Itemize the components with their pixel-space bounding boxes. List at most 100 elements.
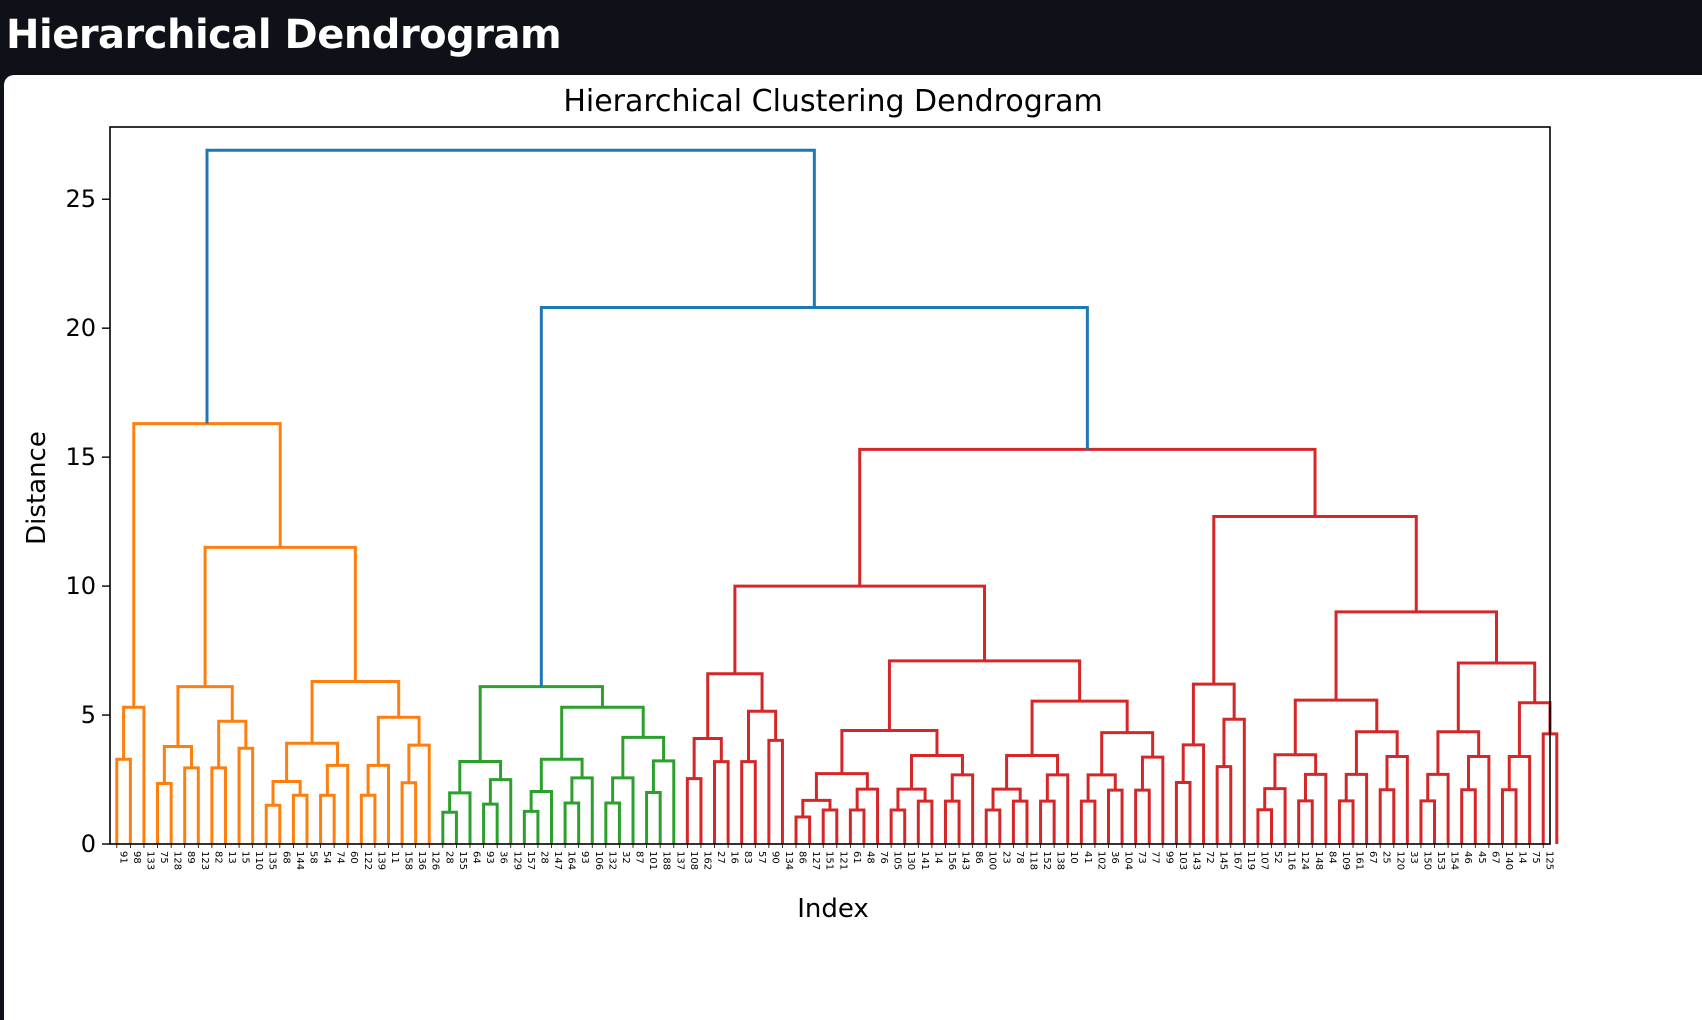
leaf-label: 10 bbox=[1068, 851, 1079, 864]
dendrogram-link bbox=[441, 810, 458, 844]
dendrogram-link bbox=[205, 148, 816, 424]
leaf-label: 132 bbox=[606, 851, 617, 870]
leaf-label: 67 bbox=[1367, 851, 1378, 864]
dendrogram-link bbox=[1215, 765, 1233, 844]
leaf-label: 84 bbox=[1326, 851, 1337, 864]
dendrogram-link bbox=[359, 793, 377, 844]
leaf-label: 110 bbox=[253, 851, 264, 870]
leaf-label: 129 bbox=[511, 851, 522, 870]
dendrogram-link bbox=[291, 793, 309, 844]
leaf-label: 106 bbox=[593, 851, 604, 870]
dendrogram-link bbox=[651, 759, 676, 844]
leaf-label: 86 bbox=[797, 851, 808, 864]
figure-card: Hierarchical Clustering Dendrogram Index… bbox=[4, 75, 1702, 1020]
dendrogram-link bbox=[162, 744, 194, 784]
dendrogram-link bbox=[1079, 799, 1097, 844]
dendrogram-link bbox=[488, 778, 513, 844]
dendrogram-link bbox=[1191, 682, 1236, 745]
dendrogram-link bbox=[539, 757, 584, 792]
dendrogram-link bbox=[814, 772, 869, 801]
dendrogram-link bbox=[482, 802, 499, 844]
leaf-label: 139 bbox=[375, 851, 386, 870]
leaf-label: 152 bbox=[1041, 851, 1052, 870]
leaf-label: 52 bbox=[1272, 851, 1283, 864]
leaf-label: 167 bbox=[1231, 851, 1242, 870]
dendrogram-link bbox=[1419, 799, 1437, 844]
leaf-label: 14 bbox=[1517, 851, 1528, 864]
leaf-label: 109 bbox=[1340, 851, 1351, 870]
dendrogram-link bbox=[366, 763, 390, 844]
dendrogram-link bbox=[1466, 754, 1491, 844]
leaf-label: 23 bbox=[1000, 851, 1011, 864]
leaf-label: 48 bbox=[864, 851, 875, 864]
leaf-label: 154 bbox=[1449, 851, 1460, 870]
dendrogram-link bbox=[910, 753, 964, 790]
dendrogram-link bbox=[115, 757, 132, 844]
dendrogram-link bbox=[376, 715, 421, 766]
leaf-label: 125 bbox=[1544, 851, 1555, 870]
dendrogram-link bbox=[237, 746, 255, 844]
dendrogram-link bbox=[1517, 701, 1552, 757]
dendrogram-link bbox=[285, 741, 340, 782]
leaf-label: 128 bbox=[172, 851, 183, 870]
leaf-label: 93 bbox=[484, 851, 495, 864]
leaf-label: 143 bbox=[960, 851, 971, 870]
dendrogram-link bbox=[1293, 698, 1379, 755]
dendrogram-link bbox=[176, 685, 234, 747]
leaf-label: 93 bbox=[579, 851, 590, 864]
leaf-label: 16 bbox=[729, 851, 740, 864]
leaf-label: 119 bbox=[1245, 851, 1256, 870]
leaf-label: 133 bbox=[144, 851, 155, 870]
leaf-label: 105 bbox=[892, 851, 903, 870]
leaf-label: 82 bbox=[212, 851, 223, 864]
dendrogram-link bbox=[407, 743, 431, 844]
leaf-label: 76 bbox=[878, 851, 889, 864]
dendrogram-link bbox=[1045, 773, 1070, 844]
leaf-label: 89 bbox=[185, 851, 196, 864]
dendrogram-link bbox=[264, 803, 282, 844]
ytick-label: 0 bbox=[81, 830, 96, 858]
dendrogram-link bbox=[1256, 808, 1274, 844]
leaf-label: 87 bbox=[634, 851, 645, 864]
dendrogram-chart: Hierarchical Clustering Dendrogram Index… bbox=[22, 84, 1559, 924]
y-axis-label: Distance bbox=[22, 431, 52, 545]
dendrogram-link bbox=[767, 738, 784, 844]
dendrogram-link bbox=[611, 776, 635, 844]
leaf-label: 143 bbox=[1191, 851, 1202, 870]
dendrogram-link bbox=[1039, 799, 1056, 844]
leaf-label: 61 bbox=[851, 851, 862, 864]
dendrogram-link bbox=[740, 760, 757, 844]
dendrogram-link bbox=[706, 672, 764, 739]
leaf-label: 100 bbox=[987, 851, 998, 870]
leaf-label: 13 bbox=[226, 851, 237, 864]
dendrogram-link bbox=[570, 776, 594, 844]
chart-title: Hierarchical Clustering Dendrogram bbox=[563, 84, 1102, 119]
dendrogram-link bbox=[645, 790, 662, 844]
leaf-label: 104 bbox=[1123, 851, 1134, 870]
leaf-label: 68 bbox=[280, 851, 291, 864]
leaf-label: 36 bbox=[498, 851, 509, 864]
dendrogram-link bbox=[848, 808, 866, 844]
leaf-label: 28 bbox=[538, 851, 549, 864]
dendrogram-link bbox=[1100, 731, 1155, 775]
dendrogram-link bbox=[1334, 610, 1499, 701]
leaf-label: 78 bbox=[1014, 851, 1025, 864]
leaf-label: 144 bbox=[294, 851, 305, 870]
leaf-label: 74 bbox=[335, 851, 346, 864]
dendrogram-link bbox=[821, 808, 839, 844]
leaf-label: 162 bbox=[701, 851, 712, 870]
dendrogram-link bbox=[310, 680, 401, 744]
app-header: Hierarchical Dendrogram bbox=[6, 0, 562, 70]
dendrogram-link bbox=[1507, 754, 1532, 844]
ytick-label: 5 bbox=[81, 701, 96, 729]
dendrogram-link bbox=[1337, 799, 1355, 844]
leaf-label: 116 bbox=[1286, 851, 1297, 870]
leaf-label: 91 bbox=[117, 851, 128, 864]
leaf-label: 107 bbox=[1258, 851, 1269, 870]
leaf-label: 73 bbox=[1136, 851, 1147, 864]
dendrogram-link bbox=[271, 780, 302, 806]
dendrogram-link bbox=[984, 808, 1002, 844]
dendrogram-link bbox=[896, 787, 927, 810]
dendrogram-link bbox=[1222, 717, 1246, 844]
leaf-label: 134 bbox=[783, 851, 794, 870]
